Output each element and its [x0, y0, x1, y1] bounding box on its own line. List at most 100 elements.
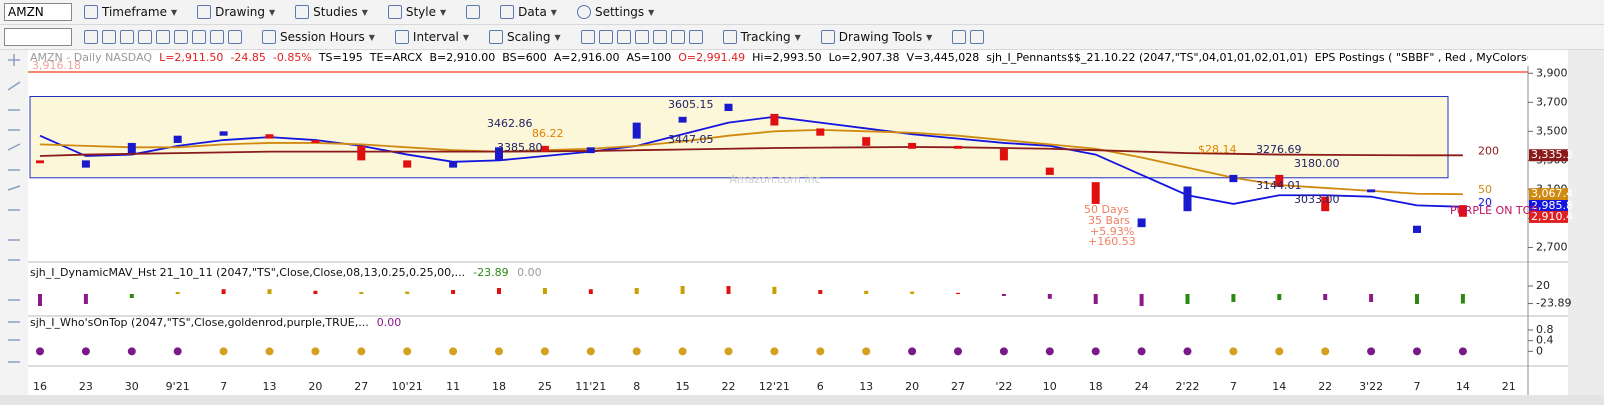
x-tick-label: '22 — [995, 380, 1012, 393]
annotation: PURPLE ON TOP — [1450, 204, 1538, 217]
y-tick-label: 20 — [1536, 279, 1550, 292]
main-toolbar: AMZN Timeframe ▼ Drawing ▼ Studies ▼ Style ▼… — [0, 0, 1604, 25]
right-margin — [1568, 50, 1604, 395]
candle — [81, 160, 90, 168]
moving-average — [39, 115, 1463, 208]
candle — [999, 148, 1008, 161]
icon-group[interactable] — [76, 30, 250, 44]
status-item: BS=600 — [502, 51, 547, 64]
x-tick-label: 20 — [308, 380, 322, 393]
candle — [1413, 225, 1421, 233]
moving-average — [39, 128, 1463, 196]
histogram-bar — [588, 289, 593, 294]
toolbar-button[interactable]: Scaling ▼ — [481, 30, 569, 44]
status-item: B=2,910.00 — [429, 51, 496, 64]
state-dot — [908, 347, 917, 356]
x-tick-label: 15 — [676, 380, 690, 393]
candle — [173, 135, 182, 143]
annotation: $28.14 — [1198, 143, 1237, 156]
label: Session Hours — [280, 30, 365, 44]
toolbar-button[interactable]: Style ▼ — [380, 5, 454, 19]
toolbar-button[interactable]: Tracking ▼ — [715, 30, 809, 44]
histogram-bar — [818, 290, 823, 294]
state-dot — [540, 347, 549, 356]
x-tick-label: 7 — [1230, 380, 1237, 393]
price-tag-label: 2,985.8 — [1531, 199, 1573, 212]
histogram-bar — [129, 294, 134, 298]
candle — [724, 103, 733, 112]
candle — [1045, 167, 1054, 175]
x-tick-label: 16 — [33, 380, 47, 393]
histogram-bar — [1001, 294, 1006, 296]
toolbar-button[interactable]: Timeframe ▼ — [76, 5, 185, 19]
histogram-bar — [451, 290, 456, 294]
toolbar-button[interactable]: Drawing ▼ — [189, 5, 283, 19]
x-tick-label: 18 — [492, 380, 506, 393]
status-item: V=3,445,028 — [906, 51, 980, 64]
x-tick-label: 14 — [1456, 380, 1470, 393]
annotation: 3605.15 — [668, 98, 714, 111]
state-dot — [632, 347, 641, 356]
x-tick-label: 14 — [1272, 380, 1286, 393]
histogram-bar — [1047, 294, 1052, 299]
x-tick-label: 11 — [446, 380, 460, 393]
histogram-bar — [1323, 294, 1328, 300]
histogram-bar — [497, 288, 501, 294]
label: Settings — [594, 5, 645, 19]
status-line: AMZN - Daily NASDAQ L=2,911.50 -24.85 -0.85… — [30, 51, 1528, 67]
candle — [586, 147, 595, 154]
toolbar-button[interactable]: Data ▼ — [492, 5, 565, 19]
status-item: sjh_I_Pennants$$_21.10.22 (2047,"TS",04,… — [986, 51, 1308, 64]
state-dot — [173, 347, 182, 356]
label: Timeframe — [102, 5, 167, 19]
status-item: -24.85 — [230, 51, 266, 64]
annotation: 3144.01 — [1256, 179, 1302, 192]
candle — [816, 128, 825, 136]
x-tick-label: 7 — [220, 380, 227, 393]
chart-toolbar: Session Hours ▼ Interval ▼ Scaling ▼ Tracki… — [0, 25, 1604, 50]
state-dot — [862, 347, 871, 356]
indicator-value: 0.00 — [517, 266, 542, 279]
annotation: 3385.80 — [497, 141, 543, 154]
symbol-box[interactable]: AMZN — [4, 3, 72, 21]
candle — [1137, 218, 1146, 228]
icon-group[interactable] — [944, 30, 992, 44]
histogram-bar — [1415, 294, 1419, 304]
label: Style — [405, 5, 436, 19]
toolbar-button[interactable] — [458, 5, 488, 19]
histogram-bar — [1093, 294, 1098, 304]
histogram-bar — [221, 289, 226, 294]
histogram-bar — [1231, 294, 1236, 302]
histogram-bar — [359, 292, 364, 294]
toolbar-button[interactable]: Interval ▼ — [387, 30, 477, 44]
label: Scaling — [507, 30, 551, 44]
candle — [403, 160, 412, 168]
status-item: TS=195 — [318, 51, 363, 64]
scrollbar[interactable] — [0, 395, 1604, 405]
y-tick-label: 3,900 — [1536, 66, 1568, 79]
toolbar-button[interactable]: Studies ▼ — [287, 5, 376, 19]
annotation: +5.93% — [1090, 225, 1134, 238]
state-dot — [127, 347, 136, 356]
candle — [127, 142, 136, 154]
state-dot — [81, 347, 90, 356]
toolbar-button[interactable]: Session Hours ▼ — [254, 30, 383, 44]
histogram-bar — [267, 289, 272, 294]
chart: Amazon.com Inc 3,916.18 3,900 3,700 3,500 3,3… — [0, 50, 1604, 405]
histogram-bar — [1185, 294, 1190, 304]
x-tick-label: 10 — [1043, 380, 1057, 393]
toolbar-button[interactable]: Settings ▼ — [569, 5, 662, 19]
toolbar-button[interactable]: Drawing Tools ▼ — [813, 30, 940, 44]
histogram-bar — [1277, 294, 1282, 300]
state-dot — [1458, 347, 1467, 356]
histogram-bar — [680, 286, 685, 294]
candle — [1367, 189, 1376, 193]
y-tick-label: -23.89 — [1536, 297, 1571, 310]
left-toolbar[interactable] — [0, 50, 28, 395]
interval-box[interactable] — [4, 28, 72, 46]
indicator-title: sjh_I_DynamicMAV_Hst 21_10_11 (2047,"TS"… — [30, 266, 465, 279]
histogram-bar — [1139, 294, 1144, 306]
y-tick-label: 0 — [1536, 344, 1543, 357]
label: Data — [518, 5, 547, 19]
icon-group[interactable] — [573, 30, 711, 44]
